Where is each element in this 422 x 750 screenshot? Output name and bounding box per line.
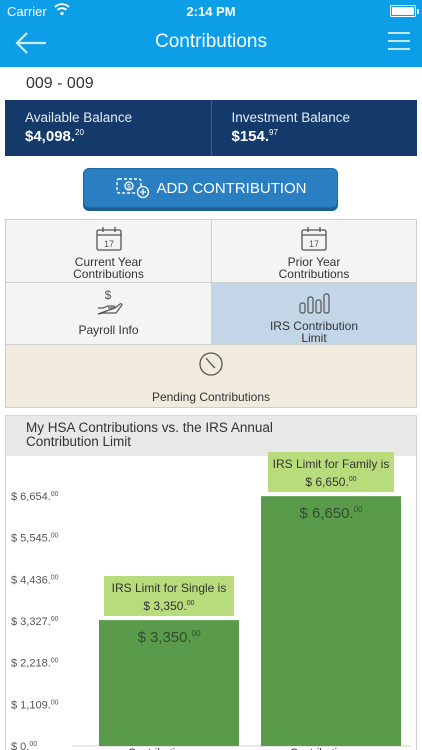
x-category-label: Contributions vs.	[261, 747, 401, 750]
add-contribution-label: ADD CONTRIBUTION	[156, 179, 307, 197]
clock-icon	[199, 352, 223, 376]
tile-payroll-info[interactable]: $ Payroll Info	[5, 282, 212, 345]
annotation-line2: $ 3,350.00	[143, 599, 195, 614]
investment-balance-value: $154.97	[231, 128, 278, 145]
calendar-icon: 17	[301, 227, 327, 251]
bar-chart-icon	[299, 293, 330, 314]
current-year-line2: Contributions	[73, 267, 144, 281]
y-tick-label: $ 0.00	[11, 741, 37, 750]
y-tick-label: $ 6,654.00	[11, 491, 59, 503]
account-id: 009 - 009	[26, 75, 94, 92]
money-plus-icon: $	[115, 178, 149, 199]
contribution-limit-chart: My HSA Contributions vs. the IRS Annual …	[5, 415, 417, 750]
irs-limit-annotation: IRS Limit for Single is $ 3,350.00	[104, 576, 234, 617]
annotation-line1: IRS Limit for Single is	[111, 581, 227, 596]
prior-year-line2: Contributions	[278, 267, 350, 281]
y-tick-label: $ 3,327.00	[11, 616, 59, 628]
irs-limit-line2: Limit	[301, 331, 327, 345]
y-tick-label: $ 2,218.00	[11, 658, 59, 670]
investment-balance: Investment Balance $154.97	[210, 100, 418, 156]
bar-value-label: $ 3,350.00	[137, 629, 201, 646]
tile-irs-contribution-limit[interactable]: IRS Contribution Limit	[211, 282, 417, 345]
page-title: Contributions	[155, 31, 267, 52]
chart-bar[interactable]	[99, 620, 239, 746]
y-tick-label: $ 5,545.00	[11, 533, 59, 545]
chart-title: My HSA Contributions vs. the IRS Annual …	[6, 416, 416, 456]
y-tick-label: $ 1,109.00	[11, 699, 59, 711]
pending-contributions-label: Pending Contributions	[151, 390, 271, 404]
calendar-icon: 17	[95, 227, 122, 251]
irs-limit-annotation: IRS Limit for Family is $ 6,650.00	[268, 452, 394, 493]
y-tick-label: $ 4,436.00	[11, 574, 59, 586]
wifi-icon	[54, 3, 70, 16]
svg-text:17: 17	[309, 239, 319, 249]
tile-prior-year-contributions[interactable]: 17 Prior Year Contributions	[211, 219, 417, 283]
tile-current-year-contributions[interactable]: 17 Current Year Contributions	[5, 219, 212, 283]
chart-title-line2: Contribution Limit	[26, 434, 132, 449]
top-bar: Carrier 2:14 PM Contributions	[0, 0, 422, 67]
investment-balance-label: Investment Balance	[231, 110, 351, 125]
svg-text:$: $	[104, 288, 111, 302]
irs-limit-line1: IRS Contribution	[269, 319, 359, 333]
bar-value-label: $ 6,650.00	[299, 505, 363, 522]
x-category-label: Contributions vs.	[99, 747, 239, 750]
available-balance-value: $4,098.20	[25, 128, 84, 145]
add-contribution-button[interactable]: $ ADD CONTRIBUTION	[83, 168, 338, 208]
tile-pending-contributions[interactable]: Pending Contributions	[5, 344, 417, 408]
available-balance-label: Available Balance	[25, 110, 133, 125]
chart-svg: $ 0.00 $ 1,109.00 $ 2,218.00 $ 3,327.00 $ 4,…	[11, 491, 411, 750]
available-balance: Available Balance $4,098.20	[5, 100, 211, 156]
svg-text:$: $	[127, 184, 131, 191]
annotation-line2: $ 6,650.00	[305, 475, 357, 490]
status-bar: Carrier 2:14 PM	[0, 0, 422, 22]
prior-year-line1: Prior Year	[287, 255, 341, 269]
annotation-line1: IRS Limit for Family is	[272, 457, 390, 472]
battery-icon	[390, 5, 419, 17]
svg-text:17: 17	[103, 239, 113, 249]
hamburger-menu-icon[interactable]	[388, 32, 410, 52]
balance-panel: Available Balance $4,098.20 Investment B…	[5, 100, 417, 156]
hand-dollar-icon: $	[97, 288, 123, 315]
back-arrow-icon[interactable]	[14, 30, 48, 56]
carrier-label: Carrier	[7, 4, 47, 19]
current-year-line1: Current Year	[74, 255, 143, 269]
chart-plot-area: $ 0.00 $ 1,109.00 $ 2,218.00 $ 3,327.00 $ 4,…	[6, 452, 416, 750]
chart-title-line1: My HSA Contributions vs. the IRS Annual	[26, 420, 273, 435]
status-time: 2:14 PM	[186, 4, 236, 19]
chart-bar[interactable]	[261, 496, 401, 746]
payroll-info-label: Payroll Info	[78, 323, 139, 337]
